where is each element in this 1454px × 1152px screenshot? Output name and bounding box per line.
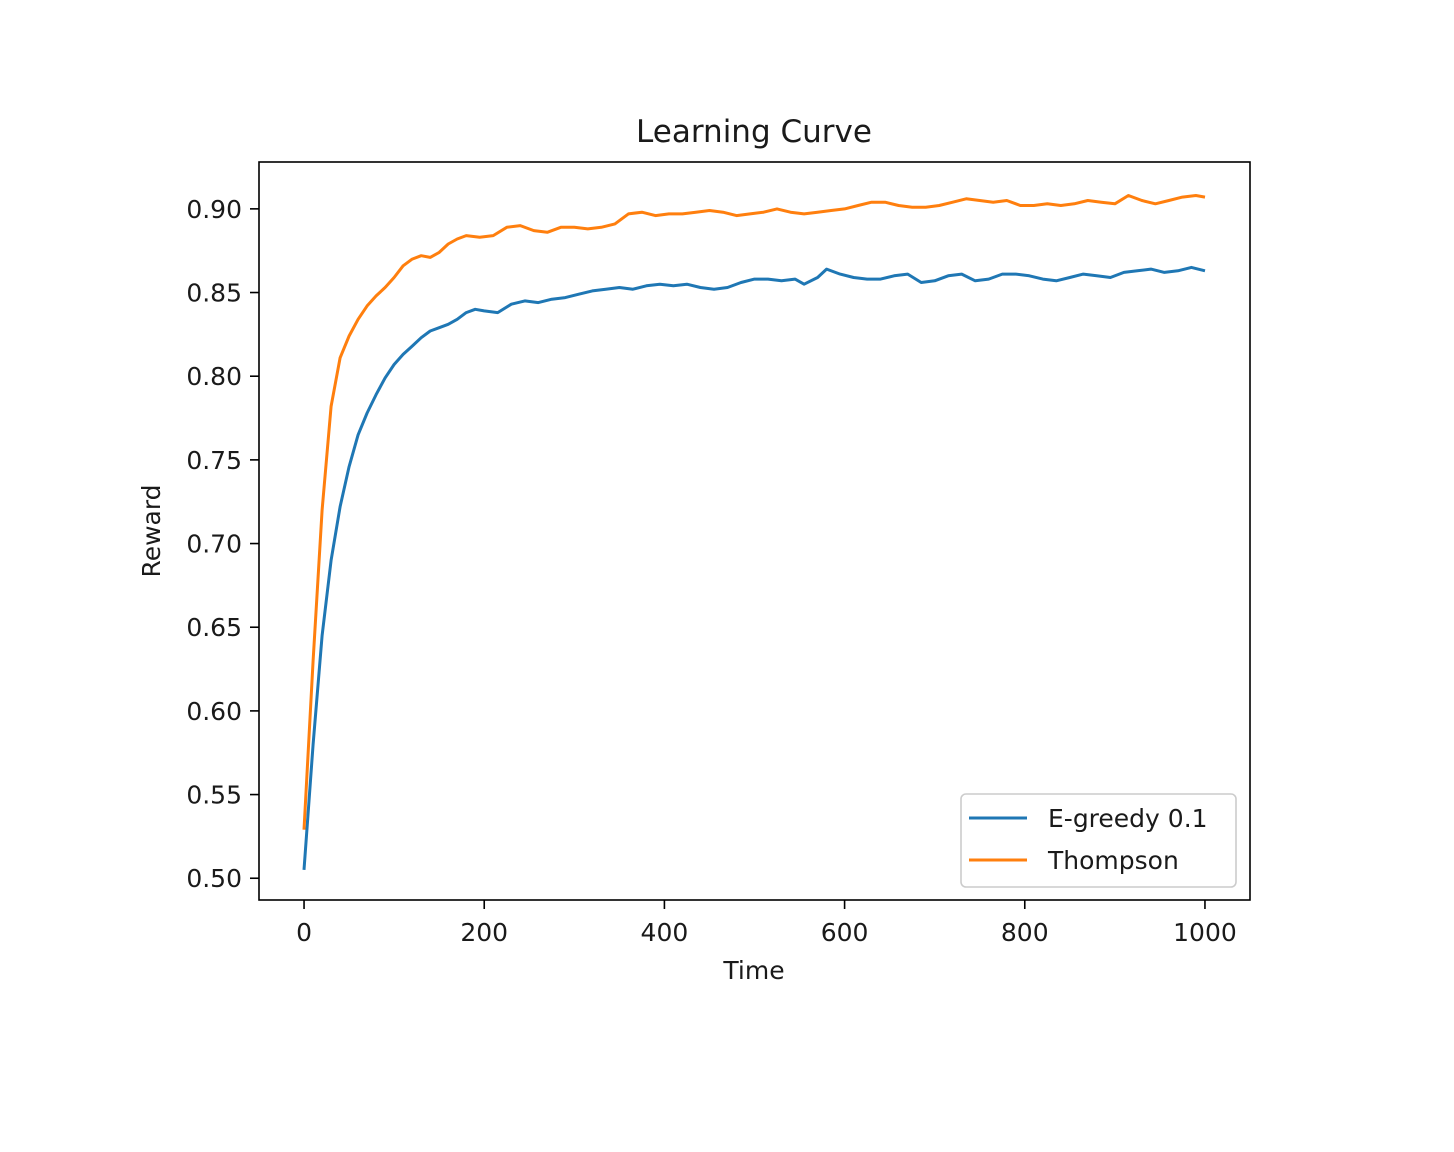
chart-title: Learning Curve [636,114,872,150]
x-tick-label: 1000 [1173,918,1237,947]
y-tick-label: 0.80 [186,362,242,391]
y-tick-label: 0.85 [186,279,242,308]
x-tick-label: 0 [296,918,312,947]
series-line-thompson [302,194,1206,830]
y-tick-label: 0.70 [186,530,242,559]
y-tick-label: 0.90 [186,195,242,224]
x-axis-label: Time [722,956,784,985]
x-tick-label: 800 [1001,918,1049,947]
y-axis: 0.50 0.55 0.60 0.65 0.70 0.75 0.80 0.85 0.90 [186,195,259,893]
legend-box [960,793,1237,888]
y-tick-label: 0.50 [186,864,242,893]
x-tick-label: 600 [821,918,869,947]
x-tick-label: 400 [641,918,689,947]
series-layer [302,194,1206,871]
y-axis-label: Reward [137,484,166,577]
legend: E-greedy 0.1 Thompson [960,793,1237,888]
series-line-egreedy [302,265,1206,871]
x-tick-label: 200 [460,918,508,947]
y-tick-label: 0.75 [186,446,242,475]
legend-label: Thompson [1047,846,1179,875]
y-tick-label: 0.60 [186,697,242,726]
legend-label: E-greedy 0.1 [1048,804,1208,833]
y-tick-label: 0.65 [186,613,242,642]
y-tick-label: 0.55 [186,781,242,810]
x-axis: 0 200 400 600 800 1000 [296,900,1237,947]
plot-area [259,162,1250,900]
plot-frame [258,161,1251,901]
